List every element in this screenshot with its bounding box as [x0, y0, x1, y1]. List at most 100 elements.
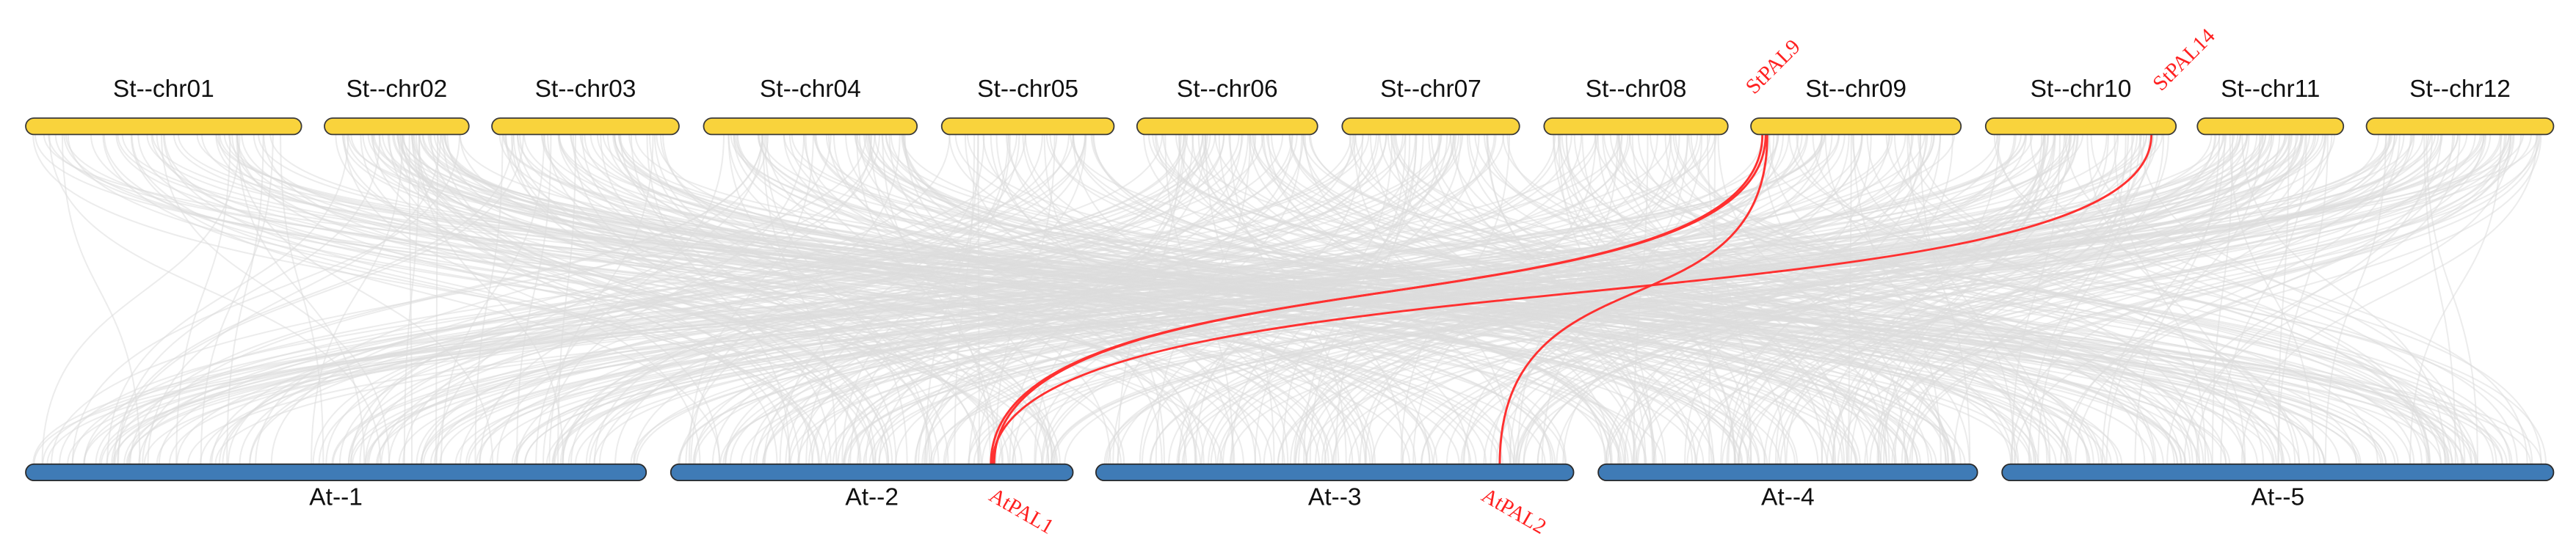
top-chromosome-label: St--chr04 [760, 76, 861, 103]
bottom-chromosome-label: At--1 [309, 484, 363, 511]
top-gene-label: StPAL14 [2148, 24, 2220, 96]
bottom-chromosome [2001, 463, 2555, 482]
synteny-link [785, 134, 1257, 464]
synteny-link [1557, 134, 2205, 464]
synteny-link [1637, 134, 2194, 464]
top-chromosome [1341, 117, 1520, 136]
top-chromosome [1750, 117, 1962, 136]
synteny-link [71, 134, 461, 464]
synteny-link [411, 134, 860, 464]
top-chromosome-label: St--chr02 [346, 76, 447, 103]
synteny-link [402, 134, 951, 464]
synteny-link [236, 134, 366, 464]
pal-link [991, 134, 2153, 464]
synteny-link [413, 134, 893, 464]
synteny-link [496, 134, 1043, 464]
synteny-link [41, 134, 241, 464]
bottom-gene-label: AtPAL1 [985, 483, 1058, 539]
synteny-link [489, 134, 2437, 464]
synteny-link [1371, 134, 2258, 464]
synteny-link [215, 134, 1202, 464]
synteny-link [688, 134, 814, 464]
synteny-link [977, 134, 981, 464]
top-chromosome-label: St--chr07 [1380, 76, 1481, 103]
top-chromosome [25, 117, 302, 136]
synteny-link [584, 134, 1554, 464]
background-links [32, 134, 2547, 464]
synteny-link [187, 134, 2524, 464]
synteny-link [48, 134, 382, 464]
top-chromosome-label: St--chr12 [2409, 76, 2511, 103]
synteny-link [146, 134, 2019, 464]
synteny-link [421, 134, 1451, 464]
synteny-link [1788, 134, 2533, 464]
bottom-chromosome [1095, 463, 1575, 482]
synteny-link [1883, 134, 2045, 464]
synteny-link [628, 134, 1796, 464]
synteny-link [380, 134, 1225, 464]
synteny-link [1103, 134, 2317, 464]
synteny-link [832, 134, 1257, 464]
synteny-link [443, 134, 1895, 464]
top-chromosome-label: St--chr03 [535, 76, 636, 103]
synteny-link [1454, 134, 1714, 464]
synteny-link [196, 134, 2442, 464]
bottom-gene-label: AtPAL2 [1478, 483, 1550, 539]
synteny-link [515, 134, 2158, 464]
synteny-link [121, 134, 2106, 464]
synteny-link [403, 134, 421, 464]
synteny-link [757, 134, 2033, 464]
synteny-link [156, 134, 1956, 464]
synteny-link [547, 134, 949, 464]
top-chromosome [1543, 117, 1729, 136]
synteny-link [100, 134, 2221, 464]
top-chromosome [940, 117, 1115, 136]
synteny-link [589, 134, 1599, 464]
synteny-link [1993, 134, 2542, 464]
synteny-link [270, 134, 876, 464]
synteny-link [1051, 134, 2430, 464]
synteny-link [1263, 134, 2015, 464]
synteny-link [2134, 134, 2221, 464]
bottom-chromosome-label: At--2 [845, 484, 899, 511]
synteny-link [1541, 134, 1688, 464]
synteny-link [435, 134, 763, 464]
synteny-link [1395, 134, 2310, 464]
top-chromosome-label: St--chr05 [977, 76, 1078, 103]
synteny-link [175, 134, 231, 464]
synteny-link [842, 134, 2468, 464]
synteny-link [2426, 134, 2478, 464]
synteny-link [755, 134, 1497, 464]
synteny-link [633, 134, 1377, 464]
synteny-link [885, 134, 2448, 464]
bottom-chromosome [670, 463, 1074, 482]
synteny-link [2028, 134, 2127, 464]
synteny-link [408, 134, 413, 464]
synteny-link [223, 134, 2187, 464]
synteny-link [1512, 134, 2049, 464]
bottom-chromosome-label: At--4 [1761, 484, 1815, 511]
synteny-link [1876, 134, 2047, 464]
synteny-link [1288, 134, 2283, 464]
top-chromosome [1136, 117, 1318, 136]
synteny-link [535, 134, 725, 464]
synteny-link [1617, 134, 2075, 464]
synteny-link [1302, 134, 1880, 464]
synteny-link [34, 134, 1664, 464]
top-chromosome [2196, 117, 2345, 136]
synteny-link [779, 134, 985, 464]
synteny-link [1474, 134, 2415, 464]
synteny-link [173, 134, 2123, 464]
synteny-link [847, 134, 2242, 464]
synteny-link [219, 134, 2358, 464]
synteny-link [371, 134, 1621, 464]
synteny-link [523, 134, 2486, 464]
synteny-link [511, 134, 2299, 464]
synteny-link [1070, 134, 2459, 464]
top-chromosome-label: St--chr11 [2221, 76, 2320, 103]
synteny-link [429, 134, 890, 464]
synteny-link [1763, 134, 2154, 464]
synteny-link [2037, 134, 2133, 464]
synteny-link [359, 134, 832, 464]
top-chromosome-label: St--chr08 [1586, 76, 1687, 103]
